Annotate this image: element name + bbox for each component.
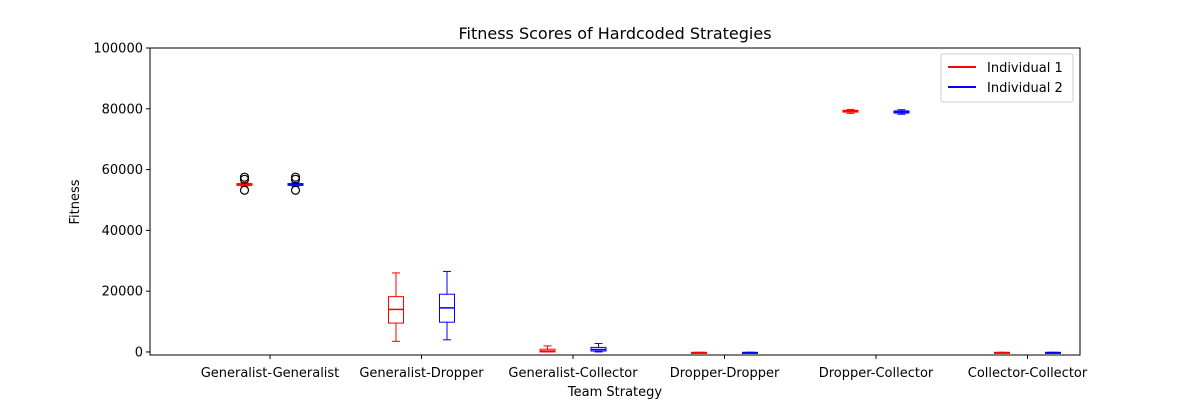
y-tick-label: 80000 [102,102,143,117]
outlier-point [290,172,301,182]
y-tick-label: 0 [135,345,143,360]
box-2-1 [287,172,304,195]
box-1-5 [842,108,859,114]
x-tick-label: Generalist-Dropper [359,366,484,381]
plot-area [236,108,1061,354]
box-1-6 [994,351,1010,354]
x-tick-label: Generalist-Collector [508,366,638,381]
chart-title: Fitness Scores of Hardcoded Strategies [458,24,771,43]
box-1-3 [539,345,556,353]
outlier-point [239,185,250,195]
box-2-6 [1045,351,1061,354]
y-axis: 0 20000 40000 60000 80000 100000 [93,42,150,360]
box-1-2 [388,272,404,342]
x-tick-label: Generalist-Generalist [201,366,340,381]
y-axis-label: Fitness [68,179,83,224]
legend-label-individual-2: Individual 2 [987,81,1063,96]
y-tick-label: 60000 [102,163,143,178]
box-2-3 [590,342,607,353]
legend: Individual 1 Individual 2 [940,53,1074,103]
outlier-point [239,172,250,182]
x-tick-label: Dropper-Collector [819,366,934,381]
plot-frame [149,47,1081,356]
series-2 [287,109,1061,354]
y-tick-label: 20000 [102,285,143,300]
x-tick-label: Dropper-Dropper [670,366,780,381]
y-tick-label: 40000 [102,224,143,239]
y-tick-label: 100000 [93,42,143,57]
x-tick-label: Collector-Collector [968,366,1088,381]
box-1-1 [236,172,253,195]
box-2-4 [742,351,758,354]
outlier-point [290,185,301,195]
x-axis: Generalist-Generalist Generalist-Dropper G… [201,355,1088,381]
box-1-4 [691,351,707,354]
x-axis-label: Team Strategy [567,385,662,400]
series-1 [236,108,1010,354]
box-2-2 [439,270,455,341]
legend-label-individual-1: Individual 1 [987,61,1063,76]
box-2-5 [893,109,910,115]
